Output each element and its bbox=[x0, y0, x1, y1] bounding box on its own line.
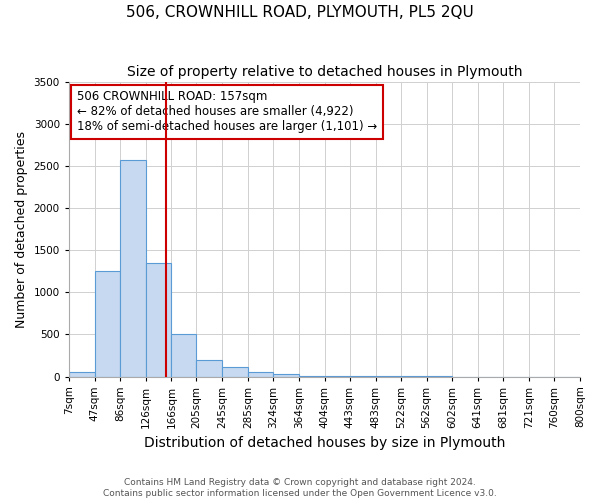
Text: Contains HM Land Registry data © Crown copyright and database right 2024.
Contai: Contains HM Land Registry data © Crown c… bbox=[103, 478, 497, 498]
Bar bbox=[95, 271, 120, 376]
X-axis label: Distribution of detached houses by size in Plymouth: Distribution of detached houses by size … bbox=[144, 436, 505, 450]
Bar bbox=[69, 372, 95, 376]
Y-axis label: Number of detached properties: Number of detached properties bbox=[15, 130, 28, 328]
Bar bbox=[196, 360, 222, 376]
Bar bbox=[172, 334, 196, 376]
Bar bbox=[120, 160, 146, 376]
Text: 506 CROWNHILL ROAD: 157sqm
← 82% of detached houses are smaller (4,922)
18% of s: 506 CROWNHILL ROAD: 157sqm ← 82% of deta… bbox=[77, 90, 377, 134]
Bar bbox=[222, 367, 248, 376]
Bar bbox=[146, 262, 172, 376]
Text: 506, CROWNHILL ROAD, PLYMOUTH, PL5 2QU: 506, CROWNHILL ROAD, PLYMOUTH, PL5 2QU bbox=[126, 5, 474, 20]
Bar bbox=[248, 372, 273, 376]
Title: Size of property relative to detached houses in Plymouth: Size of property relative to detached ho… bbox=[127, 65, 522, 79]
Bar bbox=[273, 374, 299, 376]
